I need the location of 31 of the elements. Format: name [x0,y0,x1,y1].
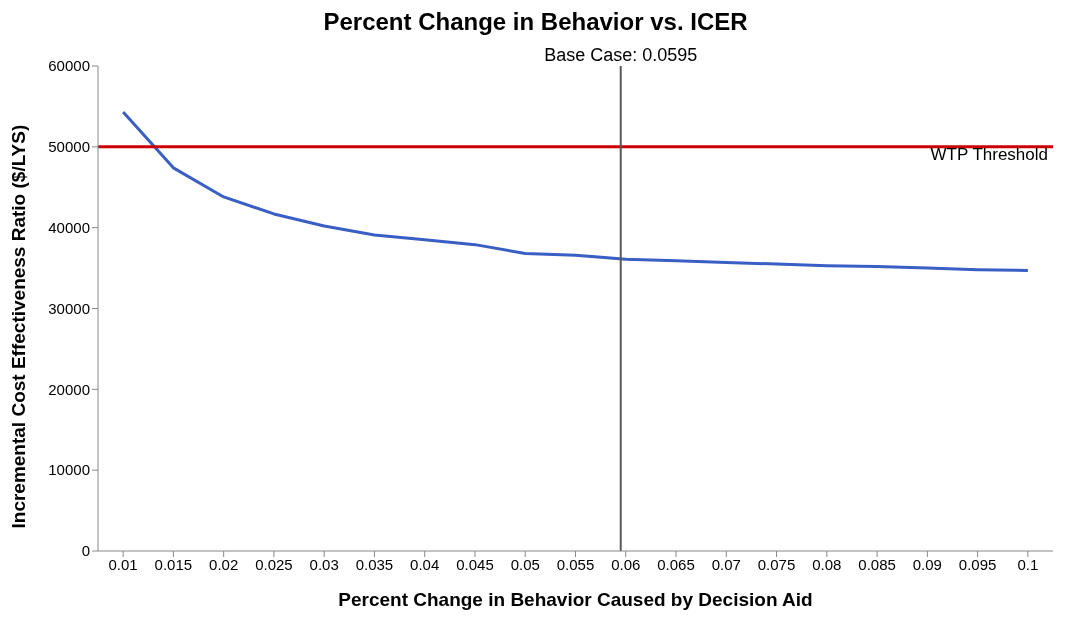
x-tick-label: 0.1 [1017,555,1039,573]
y-tick-label: 60000 [48,57,90,75]
x-tick-label: 0.085 [858,555,896,573]
x-tick-label: 0.07 [711,555,741,573]
x-tick-label: 0.025 [255,555,293,573]
x-tick-label: 0.015 [154,555,193,573]
chart-title: Percent Change in Behavior vs. ICER [322,8,749,36]
ref-line-label: Base Case: 0.0595 [544,45,698,65]
y-tick-label: 20000 [48,380,90,398]
x-tick-label: 0.06 [611,555,641,573]
y-tick-label: 50000 [48,138,90,156]
y-tick-label: 40000 [48,218,90,236]
x-tick-label: 0.05 [510,555,540,573]
x-tick-label: 0.08 [812,555,842,573]
x-tick-label: 0.09 [912,555,942,573]
x-tick-label: 0.055 [556,555,595,573]
ref-line-label: WTP Threshold [930,144,1048,164]
x-tick-label: 0.075 [757,555,796,573]
y-axis-title: Incremental Cost Effectiveness Ratio ($/LYS) [7,124,29,529]
y-tick-label: 30000 [48,299,90,317]
x-tick-label: 0.035 [355,555,394,573]
x-axis-title: Percent Change in Behavior Caused by Decision Aid [338,589,813,610]
y-tick-label: 10000 [48,461,90,479]
x-tick-label: 0.04 [410,555,440,573]
x-tick-label: 0.01 [108,555,138,573]
x-tick-label: 0.095 [958,555,997,573]
x-tick-label: 0.065 [657,555,695,573]
x-tick-label: 0.045 [456,555,494,573]
x-tick-label: 0.03 [309,555,339,573]
y-tick-label: 0 [81,542,90,560]
x-tick-label: 0.02 [209,555,239,573]
